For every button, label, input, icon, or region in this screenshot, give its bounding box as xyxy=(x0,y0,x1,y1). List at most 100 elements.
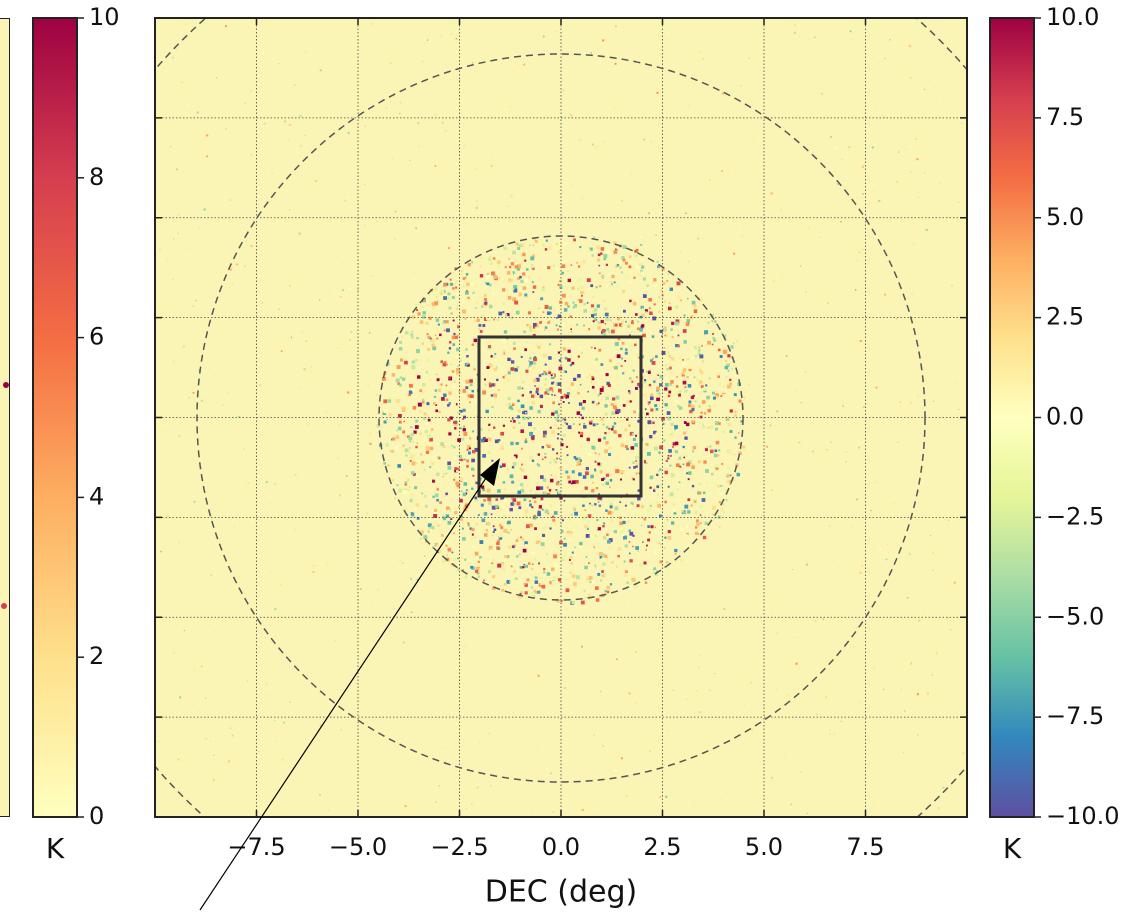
speckle xyxy=(415,359,418,362)
speckle xyxy=(499,633,500,634)
speckle xyxy=(479,556,481,558)
speckle xyxy=(618,434,621,437)
colorbar-tick-label: 2.5 xyxy=(1046,303,1084,331)
speckle xyxy=(728,423,731,426)
speckle xyxy=(412,462,416,466)
speckle xyxy=(559,458,561,460)
speckle xyxy=(675,450,678,453)
speckle xyxy=(507,531,509,533)
speckle xyxy=(160,551,161,552)
speckle xyxy=(342,289,344,291)
speckle xyxy=(720,395,722,397)
speckle xyxy=(635,472,637,474)
speckle xyxy=(345,200,347,202)
speckle xyxy=(540,395,544,399)
speckle xyxy=(410,333,413,336)
speckle xyxy=(474,339,477,342)
speckle xyxy=(649,330,652,333)
speckle xyxy=(413,199,414,200)
speckle xyxy=(543,431,547,435)
speckle xyxy=(691,465,695,469)
speckle xyxy=(654,740,656,742)
speckle xyxy=(900,256,901,257)
speckle xyxy=(596,487,598,489)
speckle xyxy=(426,371,428,373)
speckle xyxy=(591,381,592,382)
speckle xyxy=(848,146,850,148)
speckle xyxy=(442,476,444,478)
speckle xyxy=(431,462,434,465)
speckle xyxy=(842,159,844,161)
speckle xyxy=(300,115,302,117)
speckle xyxy=(665,796,667,798)
speckle xyxy=(183,345,185,347)
speckle xyxy=(898,151,899,152)
speckle xyxy=(527,346,528,347)
speckle xyxy=(407,479,410,482)
speckle xyxy=(470,538,473,541)
speckle xyxy=(461,556,464,559)
speckle xyxy=(625,439,626,440)
speckle xyxy=(269,688,271,690)
speckle xyxy=(688,471,691,474)
speckle xyxy=(314,398,315,399)
speckle xyxy=(354,492,355,493)
speckle xyxy=(609,359,612,362)
speckle xyxy=(525,510,529,514)
speckle xyxy=(534,501,537,504)
speckle xyxy=(579,246,581,248)
speckle xyxy=(284,93,285,94)
speckle xyxy=(688,404,691,407)
speckle xyxy=(954,434,955,435)
speckle xyxy=(485,302,487,304)
speckle xyxy=(713,117,715,119)
speckle xyxy=(436,473,439,476)
speckle xyxy=(409,452,411,454)
speckle xyxy=(650,487,652,489)
speckle xyxy=(635,387,638,390)
speckle xyxy=(589,374,591,376)
speckle xyxy=(645,443,648,446)
speckle xyxy=(551,474,553,476)
speckle xyxy=(463,286,464,287)
speckle xyxy=(551,489,554,492)
speckle xyxy=(562,294,566,298)
speckle xyxy=(452,296,455,299)
speckle xyxy=(633,513,636,516)
speckle xyxy=(825,696,827,698)
speckle xyxy=(465,423,468,426)
speckle xyxy=(567,454,569,456)
speckle xyxy=(590,284,593,287)
speckle xyxy=(456,308,458,310)
speckle xyxy=(617,354,621,358)
speckle xyxy=(605,441,608,444)
speckle xyxy=(695,464,696,465)
speckle xyxy=(607,540,611,544)
speckle xyxy=(530,256,534,260)
speckle xyxy=(427,435,431,439)
speckle xyxy=(576,118,577,119)
speckle xyxy=(570,325,572,327)
speckle xyxy=(622,372,624,374)
speckle xyxy=(414,486,417,489)
speckle xyxy=(894,232,895,233)
speckle xyxy=(247,482,249,484)
speckle xyxy=(469,447,471,449)
speckle xyxy=(772,212,773,213)
speckle xyxy=(167,259,169,261)
speckle xyxy=(279,309,280,310)
speckle xyxy=(546,444,548,446)
speckle xyxy=(613,98,615,100)
speckle xyxy=(550,479,554,483)
speckle xyxy=(842,776,844,778)
speckle xyxy=(511,498,513,500)
speckle xyxy=(663,282,665,284)
speckle xyxy=(461,490,463,492)
speckle xyxy=(728,370,730,372)
speckle xyxy=(185,23,186,24)
speckle xyxy=(512,288,514,290)
speckle xyxy=(710,450,714,454)
speckle xyxy=(573,582,577,586)
speckle xyxy=(719,383,721,385)
speckle xyxy=(790,658,791,659)
